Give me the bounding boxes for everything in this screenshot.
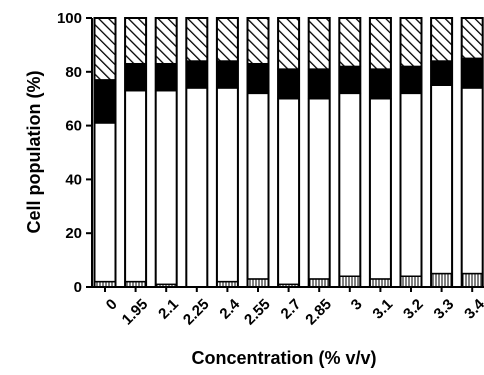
x-ticks: 01.95 2.12.25 2.42.55 2.72.85 3 3.1 3.2 3.3 3.4	[103, 287, 484, 328]
bar-segment-0-3.3	[430, 272, 453, 288]
bar-segment-3-3.4	[460, 17, 484, 60]
bar-segment-2-2.7	[277, 68, 300, 100]
bar-segment-0-3	[338, 275, 362, 288]
y-tick-label-0: 0	[74, 279, 82, 296]
bar-segment-1-3.3	[430, 84, 453, 275]
bar-segment-3-2.1	[154, 17, 178, 65]
bar-segment-0-2.55	[246, 278, 270, 288]
bar-segment-3-2.55	[246, 17, 270, 65]
x-tick-label-0: 0	[103, 296, 121, 314]
bar-segment-2-3.2	[399, 65, 423, 95]
bar-segment-2-0	[93, 79, 117, 124]
y-tick-label-40: 40	[65, 171, 82, 188]
bar-segment-3-2.25	[185, 17, 209, 62]
bar-segment-3-2.4	[216, 17, 239, 62]
x-tick-label-3.1: 3.1	[369, 296, 396, 323]
bar-segment-2-3	[338, 65, 362, 95]
x-tick-label-3.3: 3.3	[431, 296, 458, 323]
bar-segment-0-2.85	[307, 278, 331, 288]
bar-segment-0-3.1	[369, 278, 392, 288]
bar-segment-1-2.7	[277, 97, 300, 286]
bar-segment-2-3.1	[369, 68, 392, 100]
bar-segment-3-1.95	[124, 17, 147, 65]
bar-segment-1-2.55	[246, 92, 270, 280]
bar-segment-3-2.85	[307, 17, 331, 70]
y-tick-label-80: 80	[65, 64, 82, 81]
x-tick-label-2.25: 2.25	[180, 296, 213, 329]
bar-segment-1-1.95	[124, 89, 147, 283]
bar-segment-2-2.1	[154, 62, 178, 92]
x-tick-label-2.85: 2.85	[302, 296, 335, 329]
bar-segment-1-2.4	[216, 87, 239, 283]
bar-segment-2-2.4	[216, 60, 239, 89]
bar-segment-0-3.2	[399, 275, 423, 288]
x-tick-label-2.7: 2.7	[278, 296, 305, 323]
bar-segment-2-3.4	[460, 57, 484, 89]
bar-segment-1-3.2	[399, 92, 423, 277]
x-tick-label-2.1: 2.1	[155, 296, 182, 323]
bar-segment-0-3.4	[460, 272, 484, 288]
bar-segment-1-2.1	[154, 89, 178, 286]
bar-segment-3-0	[93, 17, 117, 81]
x-tick-label-2.55: 2.55	[241, 296, 274, 329]
bar-segment-3-3	[338, 17, 362, 68]
bar-segment-1-3.1	[369, 97, 392, 280]
bar-segment-3-2.7	[277, 17, 300, 70]
y-tick-label-60: 60	[65, 118, 82, 135]
bar-segment-2-2.55	[246, 62, 270, 95]
bar-segment-2-2.85	[307, 68, 331, 100]
x-tick-label-2.4: 2.4	[216, 295, 243, 322]
bar-segment-1-3.4	[460, 87, 484, 275]
bar-segment-2-2.25	[185, 60, 209, 89]
bars-layer	[93, 17, 484, 288]
x-tick-label-1.95: 1.95	[119, 296, 152, 329]
x-tick-label-3: 3	[348, 296, 366, 314]
bar-segment-2-1.95	[124, 62, 147, 92]
y-tick-label-100: 100	[57, 10, 82, 27]
y-tick-label-20: 20	[65, 225, 82, 242]
y-ticks: 0 20 40 60 80 100	[57, 10, 92, 296]
bar-segment-3-3.3	[430, 17, 453, 62]
bar-segment-1-2.85	[307, 97, 331, 280]
bar-segment-1-0	[93, 122, 117, 283]
x-axis-title: Concentration (% v/v)	[191, 348, 376, 368]
bar-segment-1-3	[338, 92, 362, 277]
bar-segment-3-3.1	[369, 17, 392, 70]
x-tick-label-3.4: 3.4	[461, 295, 484, 322]
y-axis-title: Cell population (%)	[24, 71, 44, 234]
bar-segment-1-2.25	[185, 87, 209, 288]
x-tick-label-3.2: 3.2	[400, 296, 427, 323]
bar-segment-3-3.2	[399, 17, 423, 68]
bar-segment-2-3.3	[430, 60, 453, 86]
